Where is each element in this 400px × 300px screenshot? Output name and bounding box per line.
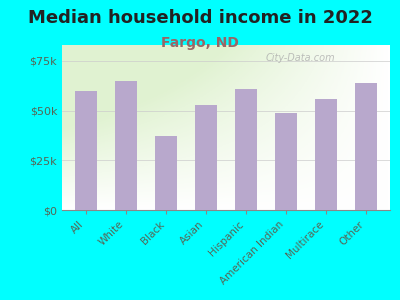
Text: Median household income in 2022: Median household income in 2022 (28, 9, 372, 27)
Bar (235, 89, 257, 210)
Bar (315, 99, 337, 210)
Text: Fargo, ND: Fargo, ND (161, 36, 239, 50)
Bar (155, 136, 177, 210)
Bar (75, 91, 97, 210)
Bar (115, 81, 137, 210)
Bar (195, 105, 217, 210)
Text: City-Data.com: City-Data.com (265, 53, 335, 63)
Bar (355, 83, 377, 210)
Bar (275, 112, 297, 210)
